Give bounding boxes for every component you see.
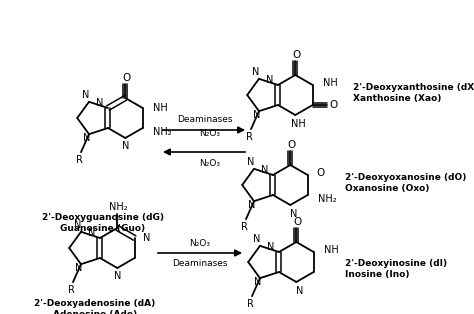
Text: N: N — [253, 110, 261, 120]
Text: NH₂: NH₂ — [109, 202, 128, 212]
Text: N: N — [88, 228, 96, 238]
Text: N: N — [266, 75, 273, 85]
Text: N: N — [143, 233, 150, 243]
Text: N: N — [290, 209, 297, 219]
Text: Adenosine (Ado): Adenosine (Ado) — [53, 310, 137, 314]
Text: N: N — [75, 263, 82, 273]
Text: N: N — [82, 90, 90, 100]
Text: O: O — [293, 217, 301, 227]
Text: R: R — [246, 299, 254, 309]
Text: N₂O₃: N₂O₃ — [200, 159, 220, 167]
Text: Deaminases: Deaminases — [172, 259, 228, 268]
Text: 2'-Deoxyadenosine (dA): 2'-Deoxyadenosine (dA) — [35, 300, 155, 308]
Text: 2'-Deoxyoxanosine (dO): 2'-Deoxyoxanosine (dO) — [345, 172, 466, 181]
Text: 2'-Deoxyinosine (dI): 2'-Deoxyinosine (dI) — [345, 259, 447, 268]
Text: N: N — [122, 141, 129, 151]
Text: O: O — [122, 73, 130, 83]
Text: N: N — [267, 242, 275, 252]
Text: NH: NH — [291, 119, 306, 129]
Text: N: N — [248, 200, 255, 210]
Text: N: N — [296, 286, 303, 296]
Text: O: O — [287, 140, 295, 150]
Text: O: O — [317, 168, 325, 178]
Text: R: R — [67, 285, 74, 295]
Text: Inosine (Ino): Inosine (Ino) — [345, 269, 410, 279]
Text: NH: NH — [324, 245, 338, 255]
Text: N₂O₃: N₂O₃ — [190, 240, 210, 248]
Text: N: N — [96, 98, 104, 108]
Text: N: N — [74, 220, 82, 230]
Text: R: R — [240, 222, 247, 232]
Text: N: N — [253, 234, 261, 244]
Text: 2'-Deoxyguanosine (dG): 2'-Deoxyguanosine (dG) — [42, 214, 164, 223]
Text: N: N — [252, 67, 260, 77]
Text: N: N — [83, 133, 91, 143]
Text: NH: NH — [153, 103, 167, 113]
Text: NH₂: NH₂ — [318, 194, 336, 204]
Text: 2'-Deoxyxanthosine (dX): 2'-Deoxyxanthosine (dX) — [353, 84, 474, 93]
Text: N₂O₃: N₂O₃ — [200, 128, 220, 138]
Text: Deaminases: Deaminases — [177, 116, 233, 124]
Text: NH: NH — [323, 78, 337, 88]
Text: Oxanosine (Oxo): Oxanosine (Oxo) — [345, 183, 429, 192]
Text: NH₂: NH₂ — [153, 127, 171, 137]
Text: R: R — [246, 132, 253, 142]
Text: N: N — [261, 165, 269, 175]
Text: Guanosine (Guo): Guanosine (Guo) — [61, 225, 146, 234]
Text: O: O — [292, 50, 301, 60]
Text: Xanthosine (Xao): Xanthosine (Xao) — [353, 95, 441, 104]
Text: R: R — [75, 155, 82, 165]
Text: N: N — [114, 271, 121, 281]
Text: O: O — [329, 100, 338, 110]
Text: N: N — [254, 277, 262, 287]
Text: N: N — [247, 157, 255, 167]
